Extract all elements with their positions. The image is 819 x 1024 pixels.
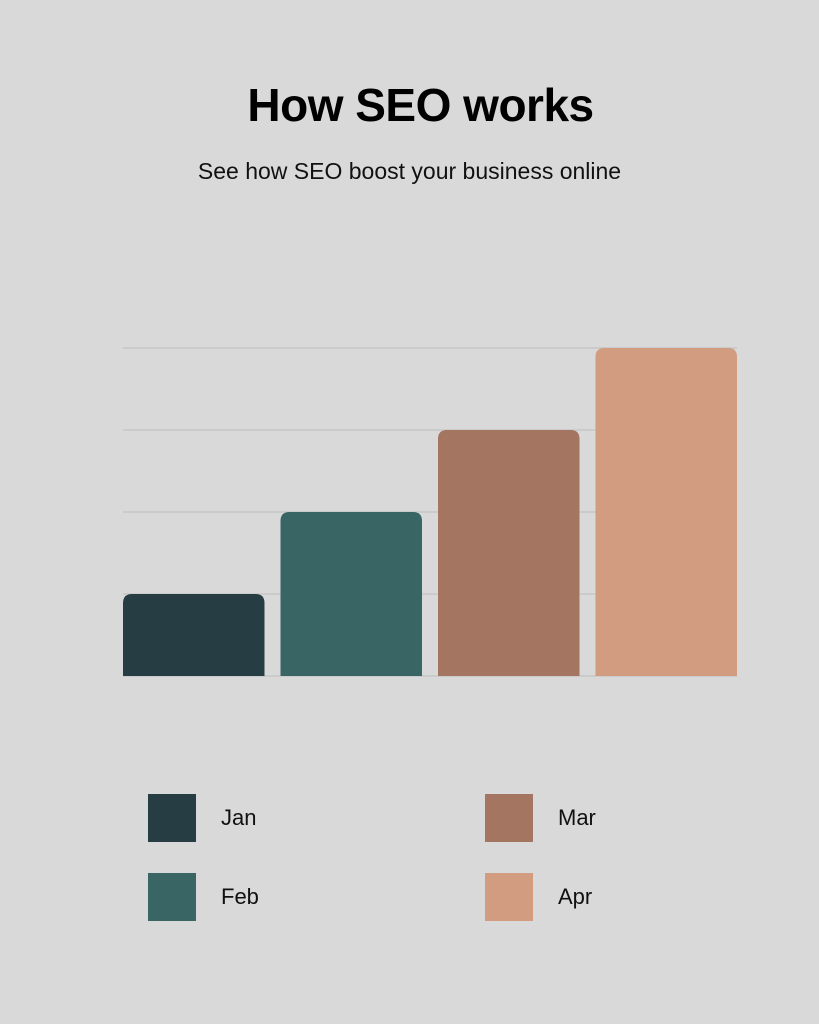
legend-swatch-mar	[485, 794, 533, 842]
legend-item-mar: Mar	[485, 794, 785, 844]
legend-item-jan: Jan	[148, 794, 448, 844]
legend-item-apr: Apr	[485, 873, 785, 923]
legend-swatch-apr	[485, 873, 533, 921]
legend-label-jan: Jan	[221, 805, 257, 830]
legend-item-feb: Feb	[148, 873, 448, 923]
chart-subtitle: See how SEO boost your business online	[197, 158, 622, 184]
bar-apr	[595, 348, 737, 676]
legend-label-apr: Apr	[558, 884, 593, 909]
legend-swatch-jan	[148, 794, 196, 842]
legend-label-mar: Mar	[558, 805, 596, 830]
legend-swatch-feb	[148, 873, 196, 921]
legend-label-feb: Feb	[221, 884, 259, 909]
bar-feb	[280, 512, 422, 676]
bar-mar	[438, 430, 580, 676]
bar-jan	[123, 594, 265, 676]
chart-title: How SEO works	[247, 79, 594, 131]
